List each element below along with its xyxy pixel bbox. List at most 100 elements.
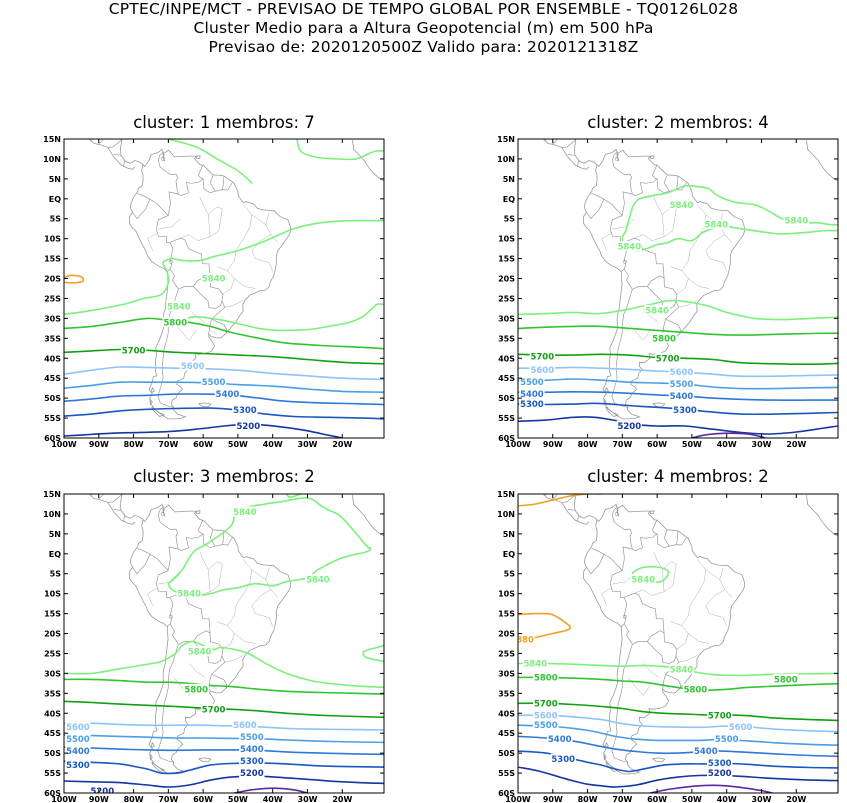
contour-5500 xyxy=(518,724,838,746)
contour-label: 5840 xyxy=(645,306,669,316)
country-border xyxy=(562,494,578,503)
contour-label-bg xyxy=(616,420,642,431)
coastline-central-america xyxy=(119,494,144,520)
contour-5800 xyxy=(518,325,838,336)
lat-label: 25S xyxy=(498,650,515,659)
coastline-patagonia-island xyxy=(149,398,153,406)
panel-title: cluster: 3 membros: 2 xyxy=(133,467,315,486)
state-border xyxy=(705,234,727,272)
state-border xyxy=(216,266,228,271)
lon-label: 40W xyxy=(263,440,283,449)
contour-label-bg xyxy=(682,683,709,694)
contour-label-bg xyxy=(519,376,545,387)
lon-label: 70W xyxy=(158,795,178,803)
contour-label-bg xyxy=(727,721,754,732)
state-border xyxy=(627,677,651,696)
contour-5400 xyxy=(64,746,384,756)
coastline-falklands xyxy=(652,402,666,408)
header-line-2: Cluster Medio para a Altura Geopotencial… xyxy=(193,19,654,37)
country-border xyxy=(208,674,212,689)
contour-label: 5800 xyxy=(684,685,708,695)
country-border xyxy=(166,597,174,628)
contour-5200 xyxy=(518,766,838,788)
coastline-patagonia-island xyxy=(603,753,607,761)
coastline-africa xyxy=(351,495,384,537)
contour-label-bg xyxy=(239,743,265,754)
lon-label: 60W xyxy=(647,440,667,449)
lon-label: 40W xyxy=(263,795,283,803)
country-border xyxy=(166,242,174,273)
country-border xyxy=(611,151,633,195)
country-border xyxy=(591,547,623,571)
contour-label-bg xyxy=(529,364,555,375)
country-border xyxy=(155,570,171,599)
country-border xyxy=(157,506,179,550)
lon-label: 20W xyxy=(332,795,352,803)
lat-label: 45S xyxy=(44,374,61,383)
lat-label: 10S xyxy=(498,235,515,244)
country-border xyxy=(591,192,623,216)
lat-label: 30S xyxy=(498,314,515,323)
lake xyxy=(614,157,619,161)
country-border xyxy=(209,529,216,547)
state-border xyxy=(681,615,710,644)
map-root: 5840 5840 5800 5700 5600 5500 5400 5300 5200 15N 1… xyxy=(43,135,385,449)
contour-label: 5840 xyxy=(306,576,330,586)
panel-title: cluster: 2 membros: 4 xyxy=(587,113,769,132)
contour-label: 5840 xyxy=(233,508,257,518)
lat-label: 40S xyxy=(44,354,61,363)
lon-label: 30W xyxy=(752,440,772,449)
lat-label: EQ xyxy=(503,550,515,559)
contour-label-bg xyxy=(550,753,576,764)
contour-label: 5600 xyxy=(670,368,694,378)
contour-label-bg xyxy=(232,506,258,517)
lat-label: 25S xyxy=(44,650,61,659)
contour-label-bg xyxy=(533,719,559,730)
state-border xyxy=(224,655,244,663)
lat-label: 10S xyxy=(44,590,61,599)
lat-label: 10S xyxy=(44,235,61,244)
contour-5100 xyxy=(233,787,309,793)
state-border xyxy=(670,266,682,271)
country-border xyxy=(632,164,658,196)
contour-5800 xyxy=(518,676,838,691)
country-border xyxy=(663,174,670,192)
map-frame xyxy=(517,493,839,794)
lat-label: 55S xyxy=(44,769,61,778)
contour-label: 5700 xyxy=(708,711,732,721)
lat-label: 5N xyxy=(49,175,61,184)
contour-label: 5300 xyxy=(66,761,90,771)
lat-label: 5S xyxy=(50,215,62,224)
lat-label: 50S xyxy=(498,749,515,758)
coastline-central-america xyxy=(573,139,598,165)
contour-label: 5840 xyxy=(670,201,694,211)
country-border xyxy=(632,519,658,551)
country-border xyxy=(169,268,179,290)
lon-label: 30W xyxy=(752,795,772,803)
contour-label: 5840 xyxy=(177,590,201,600)
state-border xyxy=(216,621,228,626)
contour-label-bg xyxy=(707,757,733,768)
state-border xyxy=(678,655,698,663)
country-border xyxy=(169,237,211,279)
lat-label: 15N xyxy=(497,135,515,144)
state-border xyxy=(265,212,270,225)
contour-label: 5700 xyxy=(534,699,558,709)
coastline-africa xyxy=(805,140,838,182)
contour-label-bg xyxy=(176,588,202,599)
country-border xyxy=(623,268,633,290)
contour-label: 5300 xyxy=(708,759,732,769)
contour-5840 xyxy=(167,497,372,597)
contour-label-bg xyxy=(519,388,545,399)
contour-5880 xyxy=(518,494,603,507)
country-border xyxy=(647,278,678,309)
figure-header: CPTEC/INPE/MCT - PREVISAO DE TEMPO GLOBA… xyxy=(0,0,847,57)
contour-label-bg xyxy=(239,731,265,742)
lat-label: 50S xyxy=(44,394,61,403)
lon-label: 70W xyxy=(612,440,632,449)
contour-label: 5840 xyxy=(617,243,641,253)
country-border xyxy=(567,154,576,156)
contour-label: 5840 xyxy=(704,221,728,231)
contour-label: 5400 xyxy=(216,390,240,400)
